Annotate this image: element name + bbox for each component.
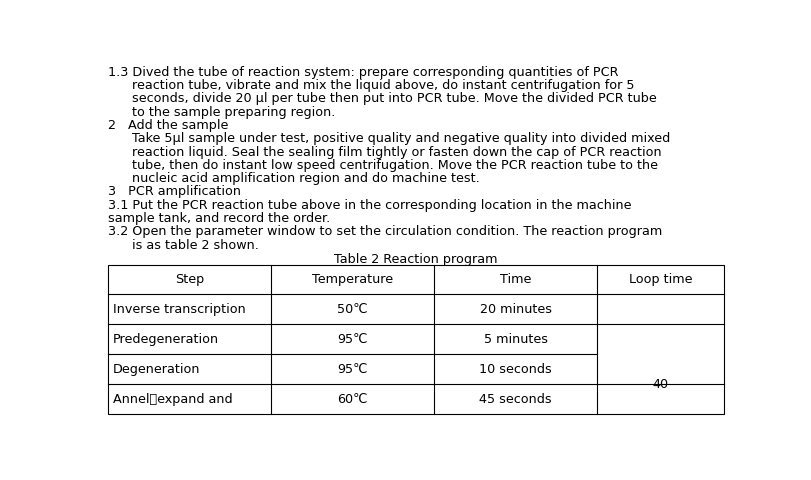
Text: sample tank, and record the order.: sample tank, and record the order. <box>108 212 330 225</box>
Text: Predegeneration: Predegeneration <box>113 333 219 346</box>
Text: 1.3 Dived the tube of reaction system: prepare corresponding quantities of PCR: 1.3 Dived the tube of reaction system: p… <box>108 66 618 79</box>
Text: Table 2 Reaction program: Table 2 Reaction program <box>334 253 497 266</box>
Text: 95℃: 95℃ <box>337 363 367 376</box>
Text: seconds, divide 20 μl per tube then put into PCR tube. Move the divided PCR tube: seconds, divide 20 μl per tube then put … <box>131 92 656 105</box>
Text: Loop time: Loop time <box>629 273 693 286</box>
Text: 45 seconds: 45 seconds <box>479 393 552 406</box>
Text: 3.1 Put the PCR reaction tube above in the corresponding location in the machine: 3.1 Put the PCR reaction tube above in t… <box>108 199 631 212</box>
Text: 3.2 Open the parameter window to set the circulation condition. The reaction pro: 3.2 Open the parameter window to set the… <box>108 226 662 239</box>
Text: Take 5μl sample under test, positive quality and negative quality into divided m: Take 5μl sample under test, positive qua… <box>131 132 670 145</box>
Text: Annel、expand and: Annel、expand and <box>113 393 232 406</box>
Text: Degeneration: Degeneration <box>113 363 200 376</box>
Text: 95℃: 95℃ <box>337 333 367 346</box>
Text: 3   PCR amplification: 3 PCR amplification <box>108 185 241 199</box>
Text: 2   Add the sample: 2 Add the sample <box>108 119 228 132</box>
Text: reaction tube, vibrate and mix the liquid above, do instant centrifugation for 5: reaction tube, vibrate and mix the liqui… <box>131 79 634 92</box>
Text: Temperature: Temperature <box>312 273 393 286</box>
Bar <box>108 264 723 414</box>
Text: 40: 40 <box>652 378 668 391</box>
Text: is as table 2 shown.: is as table 2 shown. <box>131 239 259 252</box>
Text: Time: Time <box>500 273 531 286</box>
Text: 60℃: 60℃ <box>337 393 367 406</box>
Text: nucleic acid amplification region and do machine test.: nucleic acid amplification region and do… <box>131 172 479 185</box>
Text: Step: Step <box>174 273 204 286</box>
Text: 10 seconds: 10 seconds <box>479 363 552 376</box>
Text: 5 minutes: 5 minutes <box>483 333 547 346</box>
Text: 20 minutes: 20 minutes <box>480 303 551 316</box>
Text: Inverse transcription: Inverse transcription <box>113 303 246 316</box>
Text: reaction liquid. Seal the sealing film tightly or fasten down the cap of PCR rea: reaction liquid. Seal the sealing film t… <box>131 145 661 158</box>
Text: tube, then do instant low speed centrifugation. Move the PCR reaction tube to th: tube, then do instant low speed centrifu… <box>131 159 658 172</box>
Text: 50℃: 50℃ <box>337 303 368 316</box>
Text: to the sample preparing region.: to the sample preparing region. <box>131 106 335 119</box>
